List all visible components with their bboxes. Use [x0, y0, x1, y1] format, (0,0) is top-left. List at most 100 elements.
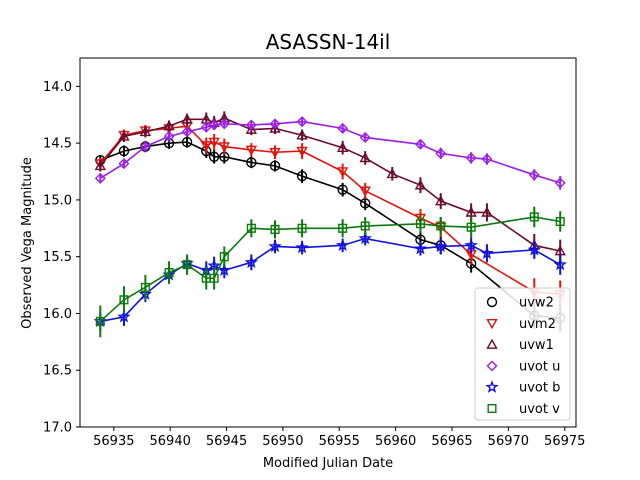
data-point: [118, 145, 130, 157]
data-point: [200, 121, 212, 133]
x-tick-label: 56970: [488, 434, 529, 449]
data-point: [360, 221, 370, 231]
x-axis-label: Modified Julian Date: [263, 456, 393, 471]
data-point: [336, 167, 349, 178]
data-point: [269, 118, 281, 130]
data-point: [181, 136, 193, 148]
data-point: [434, 239, 448, 253]
data-point: [268, 239, 282, 253]
data-point: [415, 219, 425, 229]
data-point: [528, 169, 540, 181]
data-point: [296, 146, 308, 158]
x-tick-label: 56945: [206, 434, 247, 449]
legend-label: uvot u: [519, 359, 560, 374]
data-point: [119, 295, 129, 305]
data-point: [208, 119, 220, 131]
data-point: [555, 216, 565, 227]
legend-marker: [486, 338, 498, 349]
data-point: [360, 198, 371, 209]
y-tick-label: 16.5: [43, 364, 72, 379]
data-point: [269, 160, 281, 172]
data-point: [436, 221, 446, 231]
data-point: [336, 141, 349, 153]
series-uvot-u: [94, 116, 566, 190]
data-point: [217, 263, 231, 276]
data-point: [246, 157, 257, 168]
data-point: [218, 118, 230, 130]
y-tick-label: 15.5: [43, 250, 72, 265]
data-point: [164, 268, 174, 278]
x-tick-label: 56975: [544, 434, 585, 449]
data-point: [335, 238, 350, 251]
data-point: [295, 240, 309, 254]
legend: uvw2 uvm2 uvw1 uvot u uvot b uvot v: [474, 287, 571, 421]
data-point: [245, 145, 258, 156]
data-point: [163, 120, 175, 131]
data-point: [245, 123, 258, 134]
data-point: [527, 242, 541, 256]
data-point: [270, 224, 280, 234]
data-point: [118, 158, 130, 170]
plot-area: 56935 56940 56945 56950 56955 56960 56965 56970…: [43, 57, 585, 449]
data-point: [139, 141, 151, 153]
data-point: [529, 212, 539, 222]
data-point: [413, 241, 428, 255]
data-point: [118, 130, 130, 141]
data-point: [296, 129, 308, 140]
data-point: [209, 273, 219, 283]
data-point: [200, 141, 212, 152]
data-point: [269, 122, 281, 133]
legend-marker: [486, 319, 498, 330]
data-point: [140, 282, 150, 292]
x-tick-label: 56950: [262, 434, 303, 449]
legend-label: uvot b: [519, 381, 560, 396]
y-tick-label: 14.5: [43, 137, 72, 152]
data-point: [337, 122, 349, 134]
data-point: [414, 213, 427, 225]
y-axis-label: Observed Vega Magnitude: [20, 157, 35, 329]
data-point: [359, 131, 371, 143]
x-tick-label: 56965: [431, 434, 472, 449]
data-point: [359, 151, 371, 163]
data-point: [386, 167, 398, 179]
data-point: [181, 113, 193, 124]
data-point: [181, 126, 193, 138]
legend-marker: [485, 380, 499, 393]
chart-title: ASASSN-14il: [266, 30, 391, 54]
x-tick-label: 56935: [93, 434, 134, 449]
data-point: [480, 246, 494, 259]
data-point: [296, 116, 308, 128]
legend-marker: [486, 360, 498, 372]
data-point: [481, 206, 493, 217]
plot-frame: [79, 57, 577, 428]
legend-box: [474, 287, 571, 421]
data-point: [359, 186, 371, 197]
data-point: [337, 184, 348, 195]
y-tick-label: 15.0: [43, 193, 72, 208]
legend-label: uvw1: [519, 338, 554, 353]
data-point: [246, 223, 256, 233]
legend-marker: [486, 296, 498, 308]
data-point: [219, 252, 229, 262]
data-point: [94, 172, 106, 184]
data-point: [244, 255, 259, 269]
series-uvot-v: [95, 206, 565, 338]
data-point: [95, 316, 105, 326]
data-point: [139, 125, 152, 137]
y-tick-label: 17.0: [43, 421, 72, 436]
data-point: [245, 119, 257, 131]
data-point: [464, 238, 478, 251]
data-point: [297, 223, 307, 233]
legend-label: uvm2: [519, 317, 556, 332]
data-point: [465, 206, 477, 217]
x-tick-label: 56955: [319, 434, 360, 449]
legend-marker: [487, 403, 497, 414]
x-tick-label: 56940: [150, 434, 191, 449]
data-point: [269, 147, 281, 159]
data-point: [553, 257, 567, 271]
data-point: [435, 195, 447, 206]
data-point: [117, 309, 131, 323]
data-point: [94, 159, 106, 171]
y-tick-label: 16.0: [43, 307, 72, 322]
data-point: [296, 170, 308, 182]
